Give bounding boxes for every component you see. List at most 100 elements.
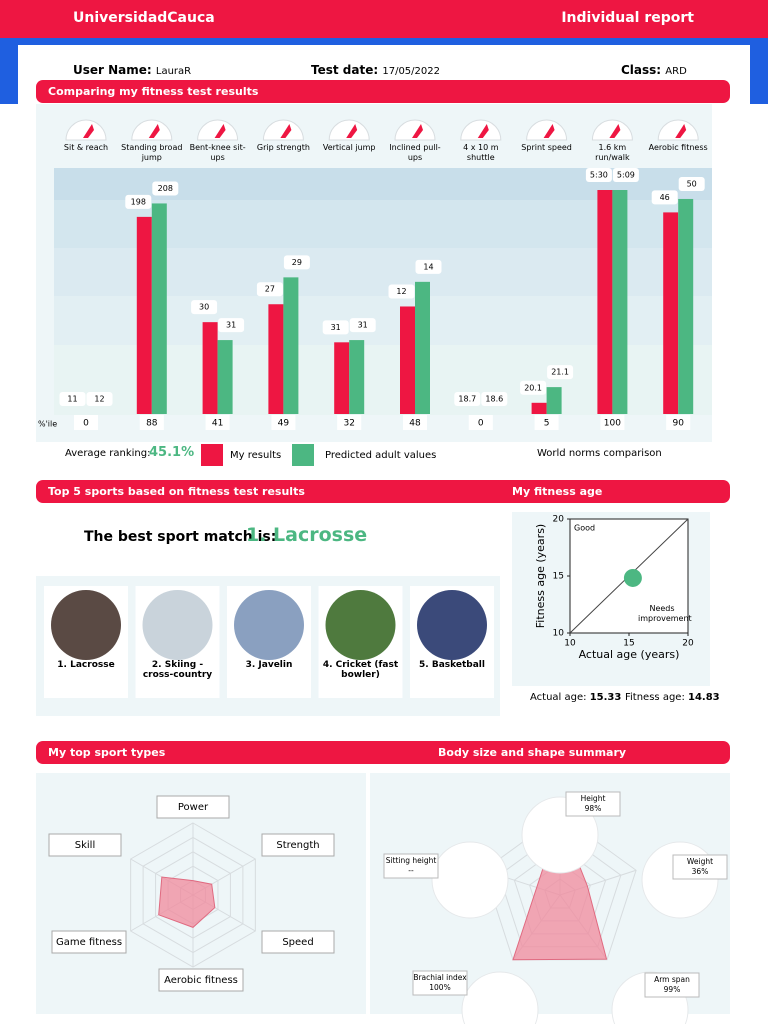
ranking-value: 45.1% <box>149 445 195 460</box>
fitness-age: Fitness age: 14.83 <box>625 692 720 703</box>
user-label: User Name: LauraR <box>73 63 191 77</box>
percentile: 88 <box>146 419 158 429</box>
percentile: 48 <box>409 419 421 429</box>
sport-photo <box>142 590 213 660</box>
value-label-box <box>349 318 376 333</box>
value-label-box <box>322 320 349 335</box>
value-label: 27 <box>265 285 275 294</box>
test-icon-mark <box>148 124 160 138</box>
radar-value: 98% <box>585 804 602 813</box>
percentile: 49 <box>278 419 290 429</box>
value-label-box <box>59 392 86 406</box>
bar <box>283 277 299 414</box>
value-label-box <box>678 176 705 191</box>
radar-value: -- <box>408 866 414 875</box>
test-icon-mark <box>83 124 94 138</box>
radar-area <box>158 876 216 928</box>
sport-photo <box>234 590 304 660</box>
category-label: Inclined pull-ups <box>389 143 441 162</box>
sport-name: 3. Javelin <box>245 660 293 670</box>
bar <box>546 387 562 414</box>
sport-photo <box>325 590 396 660</box>
value-label: 5:09 <box>617 171 635 180</box>
label: Actual age: <box>530 692 587 703</box>
legend-swatch <box>292 444 314 466</box>
test-icon <box>197 119 239 141</box>
radar-label-box <box>51 930 127 954</box>
value-label-box <box>86 392 113 406</box>
test-icon <box>65 119 107 141</box>
value-label: 30 <box>199 303 209 312</box>
legend-label: My results <box>230 450 281 461</box>
y-tick-label: 20 <box>553 515 565 525</box>
category-label: Grip strength <box>256 143 310 152</box>
actual-age: Actual age: 15.33 <box>530 692 621 703</box>
bar <box>151 203 167 414</box>
value-label: 20.1 <box>524 383 542 392</box>
point <box>623 568 642 587</box>
sport-photo <box>417 590 487 660</box>
category-label: Vertical jump <box>322 143 376 152</box>
value-label-box <box>415 259 442 274</box>
sport-name: 5. Basketball <box>419 660 485 670</box>
x-tick-label: 20 <box>682 639 694 649</box>
y-tick-label: 10 <box>553 629 565 639</box>
bar <box>136 216 152 414</box>
label-box <box>383 853 439 879</box>
y-tick-label: 15 <box>553 572 564 582</box>
bar <box>349 340 365 414</box>
category-label: Sprint speed <box>521 143 572 152</box>
percentile-box <box>74 415 98 430</box>
value-label-box <box>191 300 218 315</box>
label-box <box>644 972 700 998</box>
value-label: 31 <box>358 321 368 330</box>
value-label-box <box>547 365 574 380</box>
value-label: 5:30 <box>590 171 608 180</box>
label: My top sport types <box>48 746 166 759</box>
radar-label: Strength <box>276 840 319 851</box>
test-icon <box>262 119 304 141</box>
label: Top 5 sports based on fitness test resul… <box>48 485 305 498</box>
x-axis-label: Actual age (years) <box>579 648 680 661</box>
section-title: My top sport types Body size and shape su… <box>36 741 730 764</box>
test-icon-mark <box>477 124 489 138</box>
radar-value: 36% <box>692 867 709 876</box>
header-bar <box>0 0 768 38</box>
test-icon <box>460 119 502 141</box>
x-tick-label: 15 <box>623 639 634 649</box>
test-icon-mark <box>280 124 292 138</box>
value-label-box <box>218 318 245 333</box>
value-label-box <box>125 194 152 209</box>
radar-value: 99% <box>664 985 681 994</box>
test-icon-mark <box>675 124 687 138</box>
test-icon <box>131 119 173 141</box>
value-label: 31 <box>226 321 236 330</box>
gauge <box>641 841 719 919</box>
radar-label: Brachial index <box>413 973 467 982</box>
percentile: 41 <box>212 419 223 429</box>
y-axis-label: Fitness age (years) <box>534 524 547 628</box>
percentile: 90 <box>672 419 684 429</box>
value-label: 29 <box>292 258 302 267</box>
radar-label: Speed <box>282 937 313 948</box>
ranking-label: Average ranking: <box>65 448 151 459</box>
category-label: 1.6 km run/walk <box>595 143 630 162</box>
value-label: 198 <box>131 197 146 206</box>
percentile-box <box>271 415 296 430</box>
sport-name: 4. Cricket (fast bowler) <box>322 660 399 680</box>
category-label: Standing broad jump <box>121 143 183 162</box>
radar-label: Power <box>178 802 209 813</box>
test-icon <box>394 119 436 141</box>
value-label-box <box>283 255 310 270</box>
bar <box>678 198 694 414</box>
bar <box>217 340 233 414</box>
section-title: Comparing my fitness test results <box>36 80 730 103</box>
value-label: 208 <box>158 184 173 193</box>
test-icon <box>657 119 699 141</box>
test-icon <box>591 119 633 141</box>
value-label-box <box>481 392 508 406</box>
world-norms: World norms comparison <box>537 448 662 459</box>
sport-name: 1. Lacrosse <box>57 660 115 670</box>
